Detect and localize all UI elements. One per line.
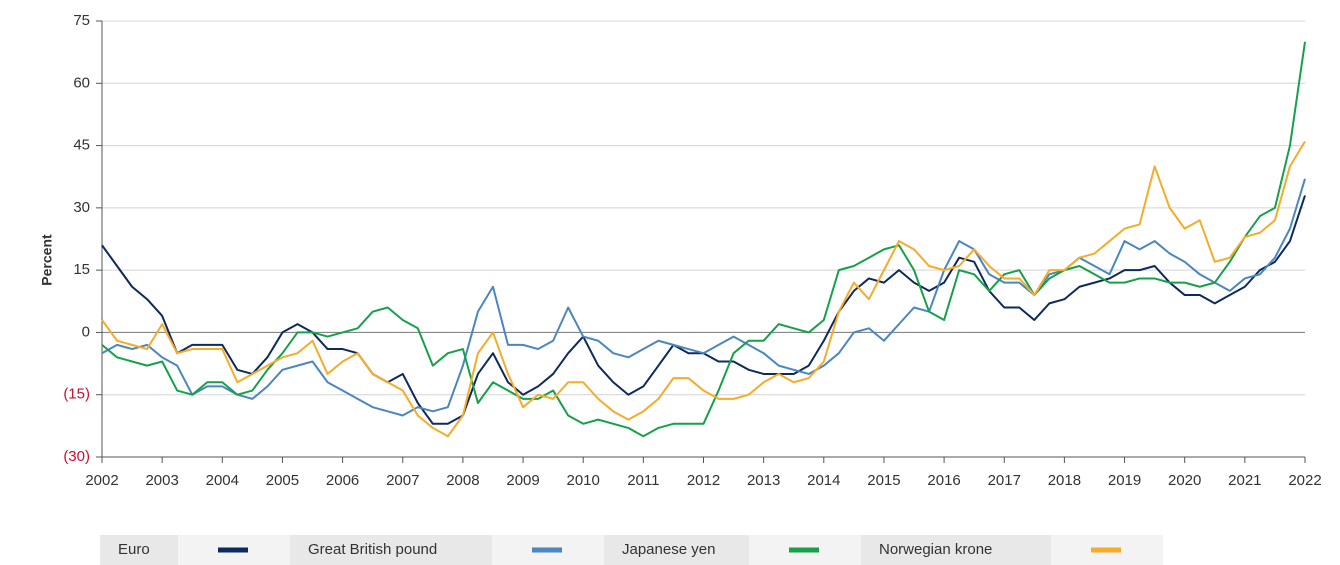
x-tick-label: 2010: [567, 472, 600, 489]
x-tick-label: 2012: [687, 472, 720, 489]
series-line: [101, 41, 1306, 438]
y-tick-label: 60: [73, 74, 90, 91]
x-tick-label: 2017: [988, 472, 1021, 489]
x-tick-label: 2020: [1168, 472, 1201, 489]
x-tick-label: 2009: [506, 472, 539, 489]
series-line: [101, 140, 1306, 438]
x-tick-label: 2014: [807, 472, 840, 489]
legend-label: Japanese yen: [622, 541, 715, 558]
series-line: [101, 178, 1306, 417]
legend-swatch: [218, 547, 248, 553]
legend-label: Euro: [118, 541, 150, 558]
x-tick-label: 2011: [627, 472, 659, 489]
x-tick-label: 2003: [145, 472, 178, 489]
x-tick-label: 2022: [1288, 472, 1321, 489]
legend-label: Great British pound: [308, 541, 437, 558]
x-tick-label: 2005: [266, 472, 299, 489]
y-tick-label: 30: [73, 199, 90, 216]
y-tick-label: 0: [82, 323, 90, 340]
x-tick-label: 2019: [1108, 472, 1141, 489]
y-tick-label: (15): [63, 386, 90, 403]
x-tick-label: 2021: [1228, 472, 1261, 489]
x-tick-label: 2013: [747, 472, 780, 489]
x-tick-label: 2015: [867, 472, 900, 489]
x-tick-label: 2016: [927, 472, 960, 489]
x-tick-label: 2007: [386, 472, 419, 489]
legend-label-box: [604, 535, 749, 565]
x-tick-label: 2002: [85, 472, 118, 489]
x-tick-label: 2008: [446, 472, 479, 489]
legend-label-box: [290, 535, 492, 565]
y-tick-label: (30): [63, 448, 90, 465]
x-tick-label: 2018: [1048, 472, 1081, 489]
legend-swatch: [532, 547, 562, 553]
x-tick-label: 2006: [326, 472, 359, 489]
x-tick-label: 2004: [206, 472, 239, 489]
legend-swatch: [1091, 547, 1121, 553]
legend-swatch: [789, 547, 819, 553]
y-tick-label: 15: [73, 261, 90, 278]
legend-label-box: [100, 535, 178, 565]
y-tick-label: 45: [73, 137, 90, 154]
legend-label: Norwegian krone: [879, 541, 992, 558]
y-axis-label: Percent: [39, 234, 55, 286]
y-tick-label: 75: [73, 12, 90, 29]
legend: Euro Great British pound Japanese yen Norwe…: [100, 535, 1163, 565]
legend-label-box: [861, 535, 1051, 565]
